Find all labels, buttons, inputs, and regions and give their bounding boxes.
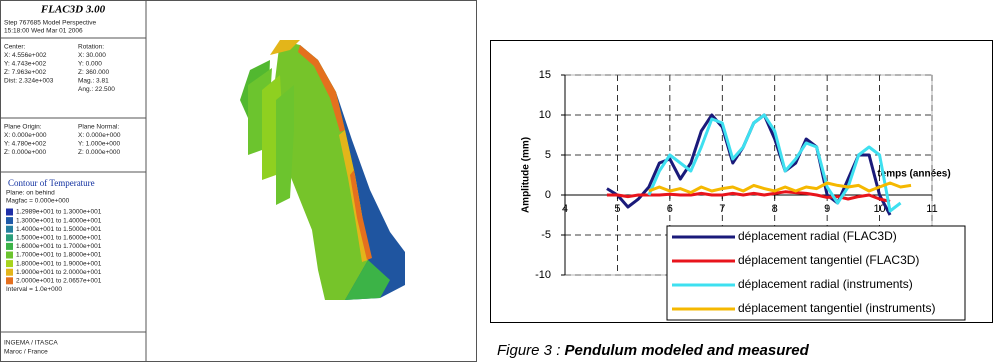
caption-prefix: Figure 3 : [497, 342, 565, 359]
caption-title: Pendulum modeled and measured [565, 342, 810, 359]
contour-label: 1.7000e+001 to 1.8000e+001 [16, 252, 102, 259]
contour-title: Contour of Temperature [8, 178, 95, 188]
y-tick-label: 15 [539, 69, 551, 81]
legend: déplacement radial (FLAC3D) déplacement t… [667, 226, 965, 320]
panel-text: X: 4.556e+002 [4, 52, 47, 59]
panel-text: INGEMA / ITASCA [4, 340, 58, 347]
contour-swatch [6, 252, 13, 259]
contour-swatch [6, 277, 13, 284]
contour-swatch [6, 217, 13, 224]
x-tick-label: 9 [824, 203, 830, 215]
contour-label: 1.4000e+001 to 1.5000e+001 [16, 226, 102, 233]
contour-swatch [6, 269, 13, 276]
y-tick-label: 5 [545, 149, 551, 161]
contour-label: 1.8000e+001 to 1.9000e+001 [16, 260, 102, 267]
x-tick-label: 6 [667, 203, 673, 215]
y-axis-label: Amplitude (mm) [521, 137, 532, 213]
panel-text: Maroc / France [4, 349, 48, 356]
panel-text: Y: 0.000 [78, 61, 102, 68]
panel-text: Y: 4.743e+002 [4, 61, 46, 68]
y-tick-label: 10 [539, 109, 551, 121]
page: { "panel": { "title": "FLAC3D 3.00", "he… [0, 0, 998, 362]
panel-text: X: 30.000 [78, 52, 106, 59]
contour-swatch [6, 243, 13, 250]
legend-label: déplacement tangentiel (FLAC3D) [738, 253, 919, 267]
y-tick-label: 0 [545, 189, 551, 201]
contour-swatch [6, 234, 13, 241]
panel-text: Interval = 1.0e+000 [6, 286, 62, 293]
panel-text: Z: 7.963e+002 [4, 69, 46, 76]
x-axis-label: temps (années) [877, 169, 950, 180]
panel-text: Ang.: 22.500 [78, 86, 115, 93]
contour-label: 2.0000e+001 to 2.0657e+001 [16, 278, 102, 285]
panel-text: Z: 360.000 [78, 69, 109, 76]
panel-text: Z: 0.000e+000 [4, 149, 46, 156]
contour-swatch [6, 226, 13, 233]
contour-label: 1.5000e+001 to 1.6000e+001 [16, 235, 102, 242]
panel-text: X: 0.000e+000 [78, 132, 121, 139]
panel-text: Plane Normal: [78, 124, 119, 131]
y-tick-label: -10 [535, 269, 551, 281]
panel-text: 15:18:00 Wed Mar 01 2006 [4, 28, 83, 35]
contour-swatch [6, 209, 13, 216]
legend-label: déplacement radial (FLAC3D) [738, 229, 897, 243]
panel-text: Plane Origin: [4, 124, 42, 131]
panel-text: Y: 4.780e+002 [4, 141, 46, 148]
panel-text: Rotation: [78, 44, 104, 51]
panel-text: Mag.: 3.81 [78, 78, 109, 85]
panel-text: Z: 0.000e+000 [78, 149, 120, 156]
panel-text: X: 0.000e+000 [4, 132, 47, 139]
x-tick-label: 7 [719, 203, 725, 215]
legend-label: déplacement radial (instruments) [738, 277, 913, 291]
panel-text: Y: 1.000e+000 [78, 141, 120, 148]
x-tick-label: 8 [772, 203, 778, 215]
panel-text: Center: [4, 44, 26, 51]
panel-text: Magfac = 0.000e+000 [6, 198, 70, 205]
panel-title: FLAC3D 3.00 [40, 4, 106, 16]
legend-label: déplacement tangentiel (instruments) [738, 301, 935, 315]
panel-text: Step 767685 Model Perspective [4, 20, 97, 27]
x-tick-label: 5 [614, 203, 620, 215]
contour-label: 1.6000e+001 to 1.7000e+001 [16, 243, 102, 250]
figure: FLAC3D 3.00 Contour of Temperature Ampli… [0, 0, 998, 362]
y-tick-label: -5 [541, 229, 551, 241]
panel-text: Plane: on behind [6, 190, 55, 197]
contour-label: 1.3000e+001 to 1.4000e+001 [16, 217, 102, 224]
contour-label: 1.2989e+001 to 1.3000e+001 [16, 209, 102, 216]
panel-text: Dist: 2.324e+003 [4, 78, 54, 85]
contour-swatch [6, 260, 13, 267]
caption: Figure 3 : Pendulum modeled and measured [497, 342, 810, 359]
contour-label: 1.9000e+001 to 2.0000e+001 [16, 269, 102, 276]
